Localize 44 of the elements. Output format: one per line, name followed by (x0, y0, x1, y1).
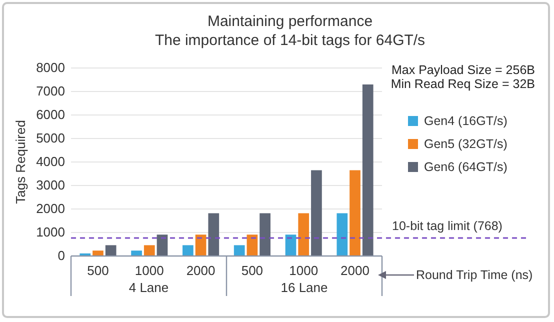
x-tick-label: 2000 (340, 263, 370, 278)
legend-label: Gen5 (32GT/s) (424, 137, 508, 151)
x-axis-title: Round Trip Time (ns) (416, 268, 533, 282)
text: 16 Lane (280, 280, 328, 295)
y-tick-label: 1000 (36, 224, 65, 240)
legend-label: Gen6 (64GT/s) (424, 160, 508, 174)
legend-label: Gen4 (16GT/s) (424, 114, 508, 128)
bar (298, 213, 310, 256)
bar (156, 234, 168, 256)
y-tick-label: 6000 (36, 107, 65, 122)
x-tick-label: 2000 (186, 263, 216, 278)
x-tick-label: 1000 (134, 263, 164, 278)
y-axis-title: Tags Required (13, 120, 28, 204)
y-tick-label: 5000 (36, 130, 65, 146)
bar (234, 245, 245, 256)
bar (246, 234, 258, 256)
y-tick-label: 0 (58, 248, 65, 263)
bar (208, 213, 220, 256)
text: Max Payload Size = 256B (392, 63, 535, 77)
bar (285, 234, 296, 256)
chart-subtitle: The importance of 14-bit tags for 64GT/s (154, 32, 426, 49)
y-tick-label: 4000 (36, 154, 65, 169)
bar (131, 250, 142, 256)
y-tick-label: 7000 (36, 84, 65, 98)
ref-line-label: 10-bit tag limit (768) (392, 218, 502, 233)
x-tick-label: 500 (241, 263, 264, 278)
bar (182, 245, 194, 256)
bar (350, 170, 360, 256)
bar (311, 170, 322, 256)
text: 4 Lane (128, 280, 169, 295)
bar (260, 213, 270, 256)
x-tick-label: 1000 (289, 263, 318, 278)
text: Min Read Req Size = 32B (390, 77, 535, 91)
chart-title: Maintaining performance (207, 13, 373, 30)
bar (144, 245, 155, 256)
y-tick-label: 8000 (36, 60, 65, 75)
y-tick-label: 2000 (36, 201, 65, 216)
bar (195, 234, 206, 256)
x-tick-label: 500 (87, 263, 109, 278)
bar (362, 84, 374, 256)
y-tick-label: 3000 (36, 178, 65, 192)
bar (92, 250, 104, 256)
bar (105, 245, 116, 256)
bar (336, 213, 348, 256)
